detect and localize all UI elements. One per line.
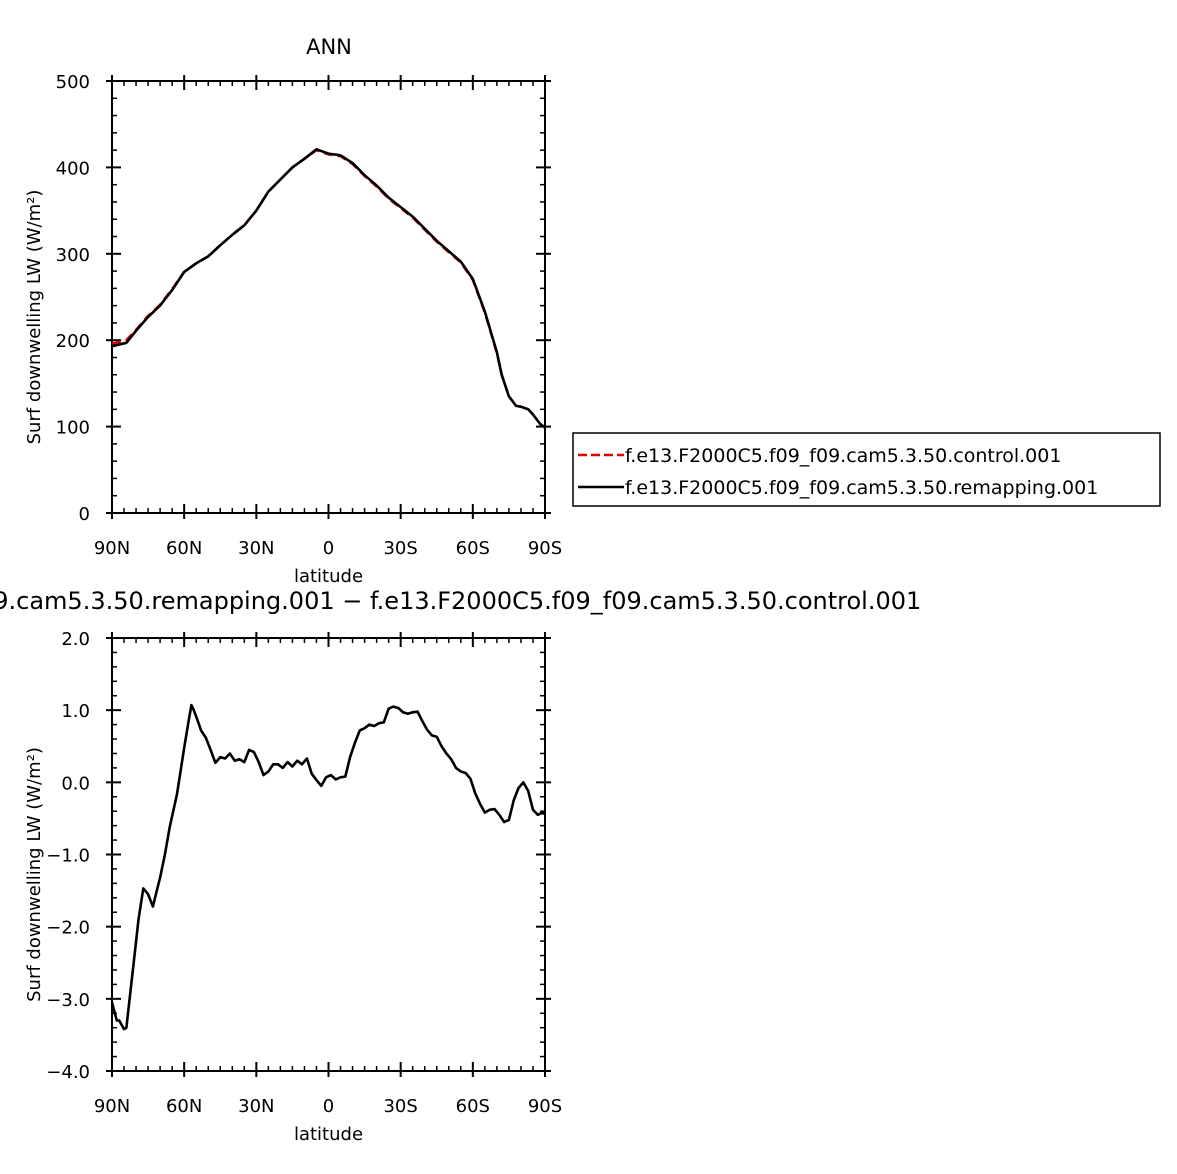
x-tick-label: 30S xyxy=(383,538,417,559)
top-panel: ANN 90N 60N 30N 0 30S 60S 90S 0 100 200 300 400 500 la… xyxy=(24,35,1161,587)
x-tick-label: 0 xyxy=(323,538,334,559)
legend: f.e13.F2000C5.f09_f09.cam5.3.50.control.… xyxy=(572,432,1161,507)
bottom-panel: f.e13.F2000C5.f09_f09.cam5.3.50.remappin… xyxy=(0,587,921,1145)
remapping-series-line xyxy=(111,148,546,429)
y-tick-label: −2.0 xyxy=(46,918,90,939)
x-axis-label: latitude xyxy=(294,1124,363,1145)
x-tick-label: 90N xyxy=(94,538,130,559)
legend-entry: f.e13.F2000C5.f09_f09.cam5.3.50.control.… xyxy=(625,445,1061,467)
y-tick-label: −3.0 xyxy=(46,990,90,1011)
y-tick-label: 300 xyxy=(56,245,90,266)
x-tick-label: 60S xyxy=(456,538,490,559)
x-tick-label: 0 xyxy=(323,1096,334,1117)
y-axis-label: Surf downwelling LW (W/m²) xyxy=(24,747,45,1002)
legend-entry: f.e13.F2000C5.f09_f09.cam5.3.50.remappin… xyxy=(625,477,1098,499)
control-series-line xyxy=(111,148,546,429)
y-tick-label: 400 xyxy=(56,158,90,179)
y-tick-label: 200 xyxy=(56,331,90,352)
x-tick-label: 90N xyxy=(94,1096,130,1117)
y-tick-label: −1.0 xyxy=(46,846,90,867)
x-tick-label: 60N xyxy=(166,1096,202,1117)
x-tick-label: 90S xyxy=(528,538,562,559)
x-tick-label: 30N xyxy=(238,1096,274,1117)
y-tick-label: 0 xyxy=(79,504,90,525)
y-tick-label: 1.0 xyxy=(61,701,90,722)
x-tick-label: 90S xyxy=(528,1096,562,1117)
x-tick-label: 30N xyxy=(238,538,274,559)
x-tick-label: 30S xyxy=(383,1096,417,1117)
legend-box xyxy=(572,432,1161,507)
y-tick-label: −4.0 xyxy=(46,1062,90,1083)
y-tick-label: 500 xyxy=(56,72,90,93)
y-axis-label: Surf downwelling LW (W/m²) xyxy=(24,190,45,445)
x-tick-label: 60S xyxy=(456,1096,490,1117)
x-axis-label: latitude xyxy=(294,566,363,587)
plot-frame xyxy=(111,637,546,1072)
y-tick-label: 2.0 xyxy=(61,629,90,650)
difference-series-line xyxy=(110,703,546,1031)
chart-title: f.e13.F2000C5.f09_f09.cam5.3.50.remappin… xyxy=(0,587,921,615)
chart-title: ANN xyxy=(306,35,352,59)
x-tick-label: 60N xyxy=(166,538,202,559)
y-tick-label: 0.0 xyxy=(61,773,90,794)
y-tick-label: 100 xyxy=(56,418,90,439)
